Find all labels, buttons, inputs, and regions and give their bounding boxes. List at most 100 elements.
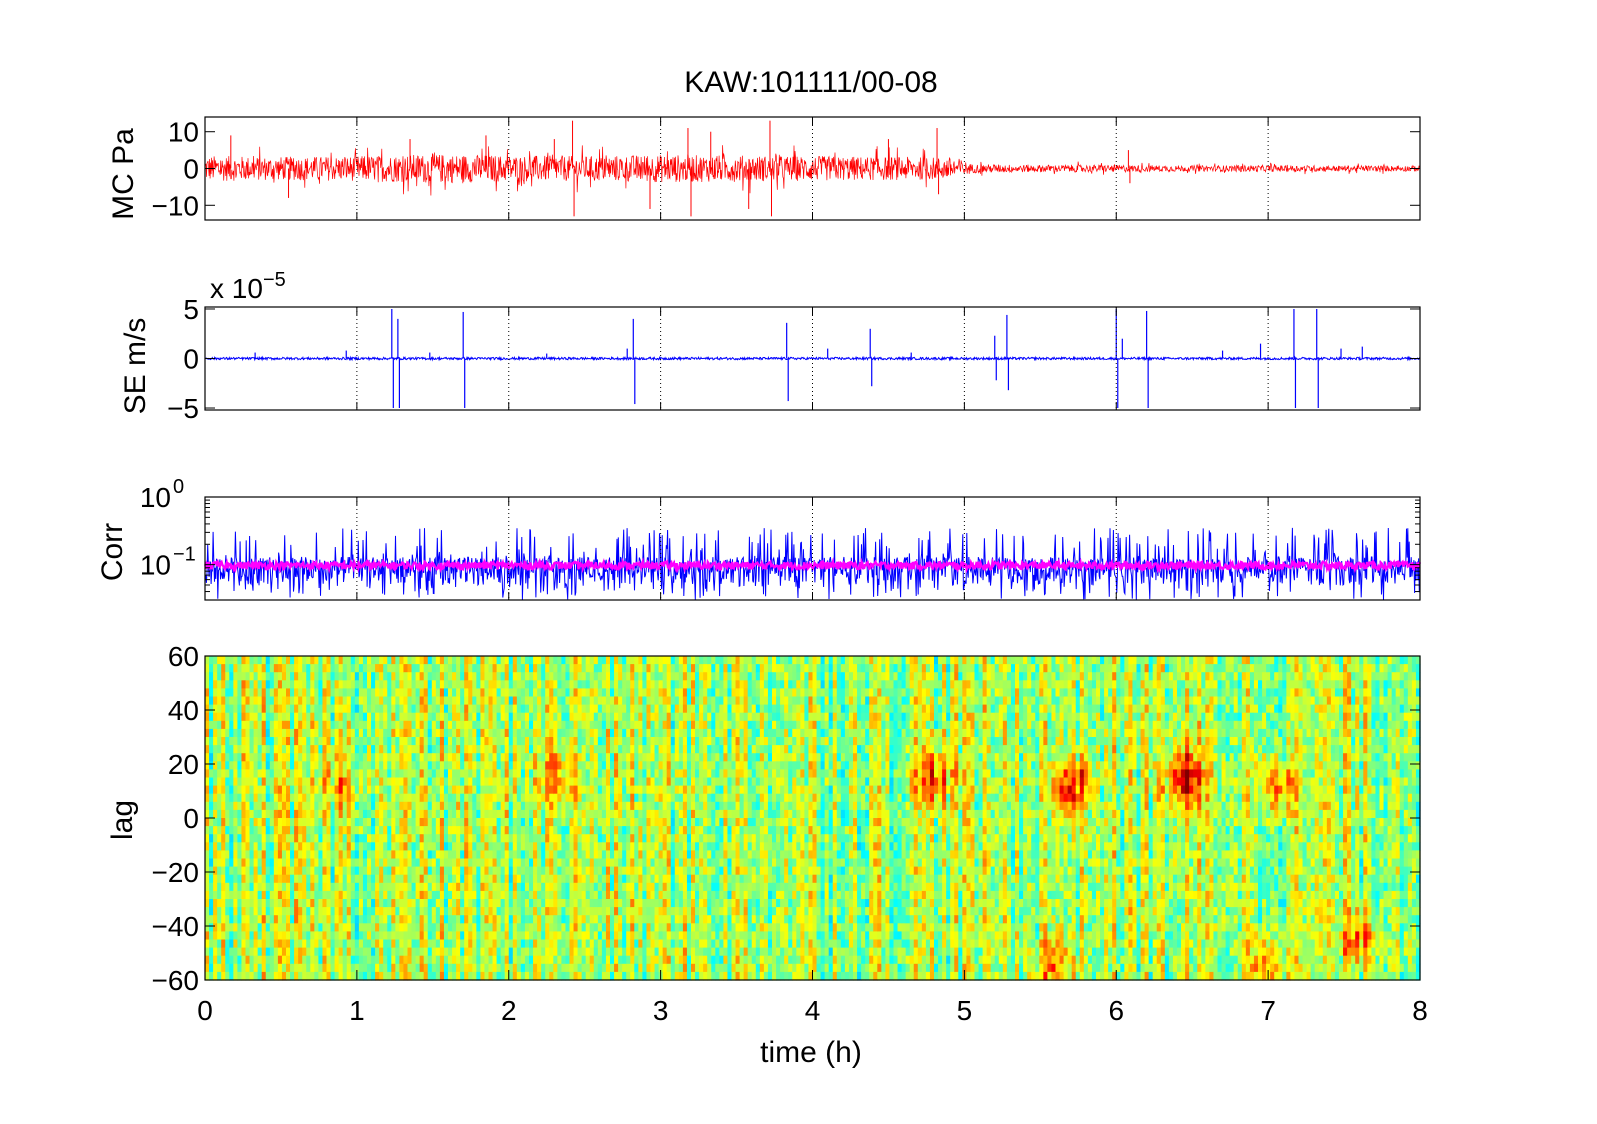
heatmap-cell bbox=[650, 971, 656, 981]
heatmap-cell bbox=[387, 834, 392, 843]
heatmap-cell bbox=[281, 939, 287, 949]
heatmap-cell bbox=[213, 923, 218, 932]
heatmap-cell bbox=[452, 704, 457, 714]
heatmap-cell bbox=[682, 818, 688, 827]
heatmap-cell bbox=[520, 923, 526, 932]
heatmap-cell bbox=[346, 826, 352, 835]
heatmap-cell bbox=[411, 672, 417, 681]
heatmap-cell bbox=[383, 801, 388, 811]
heatmap-cell bbox=[484, 834, 490, 843]
heatmap-cell bbox=[245, 720, 251, 730]
heatmap-cell bbox=[549, 882, 554, 892]
heatmap-cell bbox=[362, 890, 368, 900]
heatmap-cell bbox=[261, 737, 267, 746]
heatmap-cell bbox=[610, 785, 615, 795]
heatmap-cell bbox=[460, 834, 465, 843]
heatmap-cell bbox=[318, 720, 324, 730]
heatmap-cell bbox=[614, 680, 619, 689]
heatmap-cell bbox=[516, 712, 522, 722]
heatmap-cell bbox=[541, 939, 546, 949]
heatmap-cell bbox=[387, 680, 392, 689]
heatmap-cell bbox=[537, 712, 542, 722]
heatmap-cell bbox=[391, 672, 396, 681]
heatmap-cell bbox=[662, 842, 668, 851]
heatmap-cell bbox=[213, 907, 218, 916]
heatmap-cell bbox=[504, 834, 510, 843]
heatmap-cell bbox=[334, 793, 340, 803]
heatmap-cell bbox=[403, 769, 409, 779]
heatmap-cell bbox=[634, 882, 639, 892]
heatmap-cell bbox=[261, 785, 267, 795]
heatmap-cell bbox=[516, 664, 522, 673]
heatmap-cell bbox=[237, 769, 243, 779]
heatmap-cell bbox=[533, 955, 538, 965]
heatmap-cell bbox=[464, 939, 469, 949]
heatmap-cell bbox=[618, 793, 623, 803]
heatmap-cell bbox=[678, 737, 684, 746]
heatmap-cell bbox=[650, 890, 656, 900]
heatmap-cell bbox=[330, 745, 336, 754]
heatmap-cell bbox=[237, 793, 243, 803]
heatmap-cell bbox=[290, 769, 295, 779]
heatmap-cell bbox=[642, 680, 648, 689]
heatmap-cell bbox=[375, 801, 380, 811]
heatmap-cell bbox=[516, 834, 522, 843]
heatmap-cell bbox=[281, 728, 287, 738]
heatmap-cell bbox=[545, 890, 550, 900]
heatmap-cell bbox=[326, 923, 332, 932]
heatmap-cell bbox=[395, 712, 400, 722]
heatmap-cell bbox=[358, 963, 364, 973]
heatmap-cell bbox=[221, 955, 226, 965]
heatmap-cell bbox=[310, 866, 315, 876]
heatmap-cell bbox=[605, 939, 611, 949]
heatmap-cell bbox=[618, 882, 623, 892]
heatmap-cell bbox=[391, 931, 396, 941]
heatmap-cell bbox=[346, 793, 352, 803]
heatmap-cell bbox=[500, 777, 506, 787]
heatmap-cell bbox=[350, 801, 356, 811]
heatmap-cell bbox=[504, 801, 510, 811]
heatmap-cell bbox=[367, 656, 372, 665]
heatmap-cell bbox=[290, 712, 295, 722]
heatmap-cell bbox=[265, 899, 271, 908]
heatmap-cell bbox=[253, 745, 259, 754]
heatmap-cell bbox=[658, 818, 664, 827]
heatmap-cell bbox=[314, 963, 319, 973]
heatmap-cell bbox=[516, 850, 522, 860]
heatmap-cell bbox=[294, 801, 299, 811]
heatmap-cell bbox=[605, 656, 611, 665]
heatmap-cell bbox=[290, 680, 295, 689]
heatmap-cell bbox=[298, 955, 303, 965]
heatmap-cell bbox=[553, 842, 558, 851]
heatmap-cell bbox=[318, 704, 324, 714]
heatmap-cell bbox=[646, 915, 652, 924]
heatmap-cell bbox=[472, 656, 477, 665]
heatmap-cell bbox=[614, 818, 619, 827]
heatmap-cell bbox=[314, 704, 319, 714]
heatmap-cell bbox=[456, 955, 461, 965]
heatmap-cell bbox=[480, 963, 486, 973]
heatmap-cell bbox=[318, 866, 324, 876]
heatmap-cell bbox=[395, 850, 400, 860]
heatmap-cell bbox=[508, 680, 514, 689]
heatmap-cell bbox=[350, 688, 356, 698]
heatmap-cell bbox=[310, 720, 315, 730]
heatmap-cell bbox=[302, 939, 307, 949]
heatmap-cell bbox=[277, 680, 283, 689]
heatmap-cell bbox=[367, 801, 372, 811]
heatmap-cell bbox=[209, 664, 214, 673]
heatmap-cell bbox=[431, 866, 437, 876]
heatmap-cell bbox=[614, 971, 619, 981]
heatmap-cell bbox=[318, 688, 324, 698]
heatmap-cell bbox=[273, 818, 279, 827]
heatmap-cell bbox=[435, 971, 441, 981]
heatmap-cell bbox=[334, 672, 340, 681]
heatmap-cell bbox=[277, 688, 283, 698]
heatmap-cell bbox=[670, 696, 676, 706]
heatmap-cell bbox=[358, 818, 364, 827]
heatmap-cell bbox=[626, 899, 631, 908]
heatmap-cell bbox=[553, 704, 558, 714]
heatmap-cell bbox=[290, 890, 295, 900]
heatmap-cell bbox=[233, 931, 238, 941]
heatmap-cell bbox=[375, 858, 380, 868]
